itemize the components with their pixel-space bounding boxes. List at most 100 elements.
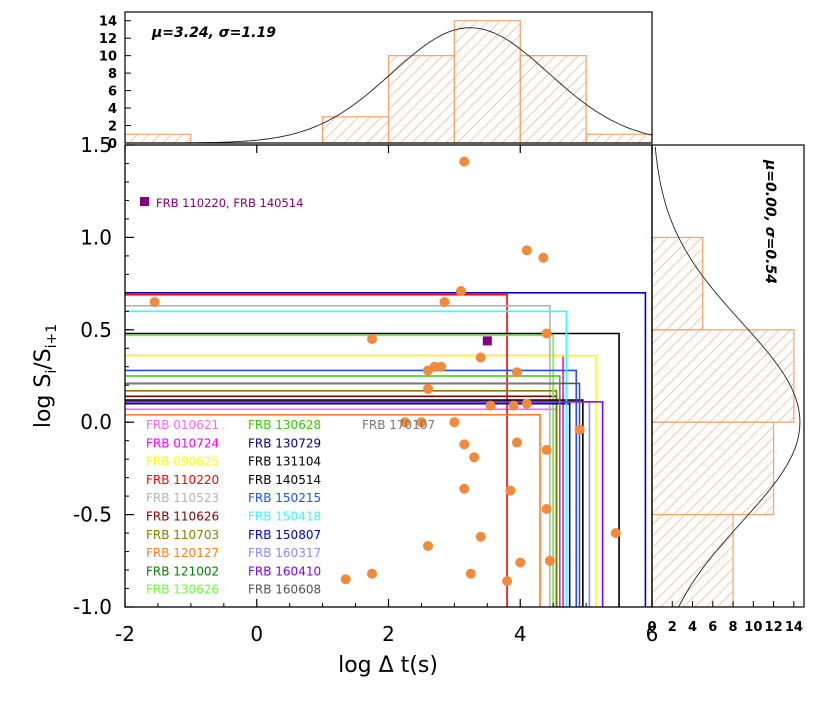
limit-box-frb-130729	[125, 402, 571, 607]
limit-box-frb-131104	[125, 399, 584, 607]
top-y-tick-label: 8	[108, 67, 117, 82]
legend-entry: FRB 010621	[146, 418, 219, 432]
y-axis-label: log Si/Si+1	[31, 324, 60, 428]
limit-box-frb-160410	[125, 401, 604, 607]
right-x-tick-label: 2	[668, 620, 677, 635]
scatter-point	[449, 417, 460, 428]
x-tick-label: 4	[514, 622, 527, 646]
legend-entry: FRB 160317	[248, 546, 321, 560]
top-histogram-bar	[453, 20, 521, 144]
top-histogram-bar	[585, 133, 653, 144]
x-axis-label: log Δ t(s)	[338, 653, 438, 678]
limit-box-frb-130626	[125, 334, 554, 607]
right-histogram-panel: 0 2 4 6 8 10 12 14 μ=0.00, σ=0.54	[647, 144, 805, 635]
top-y-tick-label: 12	[99, 32, 117, 47]
scatter-point	[511, 367, 522, 378]
scatter-point	[416, 417, 427, 428]
scatter-point	[459, 483, 470, 494]
scatter-point	[515, 557, 526, 568]
top-histogram-bar	[124, 133, 192, 144]
scatter-point	[485, 400, 496, 411]
right-x-tick-label: 14	[785, 620, 803, 635]
y-tick-label: -0.5	[73, 503, 112, 527]
scatter-point	[367, 334, 378, 345]
x-tick-label: -2	[115, 622, 135, 646]
legend-entry: FRB 150418	[248, 510, 321, 524]
top-histogram-bar	[322, 116, 390, 144]
top-y-tick-label: 14	[99, 15, 117, 30]
right-histogram-bar	[651, 236, 704, 331]
legend-entry: FRB 010724	[146, 436, 219, 450]
right-x-tick-label: 0	[647, 620, 656, 635]
top-y-tick-label: 6	[108, 85, 117, 100]
right-annotation: μ=0.00, σ=0.54	[762, 159, 778, 284]
top-y-tick-label: 10	[99, 50, 117, 65]
limit-box-frb-140514	[125, 332, 620, 607]
legend-entry: FRB 170107	[362, 418, 435, 432]
y-tick-label: 0.5	[80, 318, 112, 342]
right-x-tick-label: 8	[729, 620, 738, 635]
top-y-tick-label: 4	[108, 102, 117, 117]
scatter-point	[455, 285, 466, 296]
legend-entry: FRB 110626	[146, 510, 219, 524]
x-tick-label: 2	[382, 622, 395, 646]
scatter-point	[399, 417, 410, 428]
scatter-point	[459, 439, 470, 450]
top-histogram-panel: 0 2 4 6 8 10 12 14 μ=3.24, σ=1.19	[99, 11, 653, 152]
limit-box-frb-150418	[125, 310, 568, 607]
scatter-point	[521, 398, 532, 409]
limit-box-frb-090625	[125, 354, 597, 607]
legend-entry: FRB 120127	[146, 546, 219, 560]
legend-entry: FRB 121002	[146, 564, 219, 578]
legend-entry: FRB 130626	[146, 583, 219, 597]
top-histogram-bar	[387, 55, 455, 144]
scatter-point	[469, 452, 480, 463]
legend-entry: FRB 140514	[248, 473, 321, 487]
limit-box-frb-120127	[125, 414, 541, 607]
y-tick-label: 1.0	[80, 225, 112, 249]
scatter-point	[340, 574, 351, 585]
scatter-point	[521, 245, 532, 256]
right-fit-curve	[654, 146, 801, 608]
top-histogram-frame	[124, 11, 653, 144]
legend-entry: FRB 160608	[248, 583, 321, 597]
x-tick-label: 0	[250, 622, 263, 646]
legend-entry: FRB 150215	[248, 491, 321, 505]
limit-box-frb-110703	[125, 389, 558, 607]
legend-entry: FRB 160410	[248, 564, 321, 578]
scatter-point	[610, 528, 621, 539]
svg-text:log Si/Si+1: log Si/Si+1	[31, 324, 60, 428]
limit-box-frb-110523	[125, 304, 551, 607]
scatter-point	[544, 555, 555, 566]
y-tick-label: 1.5	[80, 133, 112, 157]
scatter-point	[439, 297, 450, 308]
scatter-point	[511, 437, 522, 448]
legend-entry: FRB 130729	[248, 436, 321, 450]
right-x-tick-label: 12	[765, 620, 783, 635]
scatter-point	[505, 485, 516, 496]
y-tick-label: -1.0	[73, 595, 112, 619]
scatter-point	[541, 328, 552, 339]
scatter-point	[423, 383, 434, 394]
scatter-point	[423, 541, 434, 552]
scatter-point	[502, 576, 513, 587]
scatter-point	[541, 504, 552, 515]
top-y-tick-label: 2	[108, 120, 117, 135]
scatter-point	[475, 531, 486, 542]
scatter-point	[541, 444, 552, 455]
right-x-tick-label: 10	[744, 620, 762, 635]
top-histogram-bar	[519, 55, 587, 144]
scatter-point	[465, 568, 476, 579]
legend-entry: FRB 150807	[248, 528, 321, 542]
x-tick-label: 6	[646, 622, 659, 646]
right-histogram-bar	[651, 329, 795, 423]
scatter-point	[475, 352, 486, 363]
scatter-point	[538, 252, 549, 263]
legend-entry: FRB 131104	[248, 455, 321, 469]
legend-entry: FRB 110523	[146, 491, 219, 505]
highlight-legend-marker	[140, 197, 149, 206]
scatter-point	[574, 424, 585, 435]
scatter-point	[436, 361, 447, 372]
legend-entry: FRB 130628	[248, 418, 321, 432]
